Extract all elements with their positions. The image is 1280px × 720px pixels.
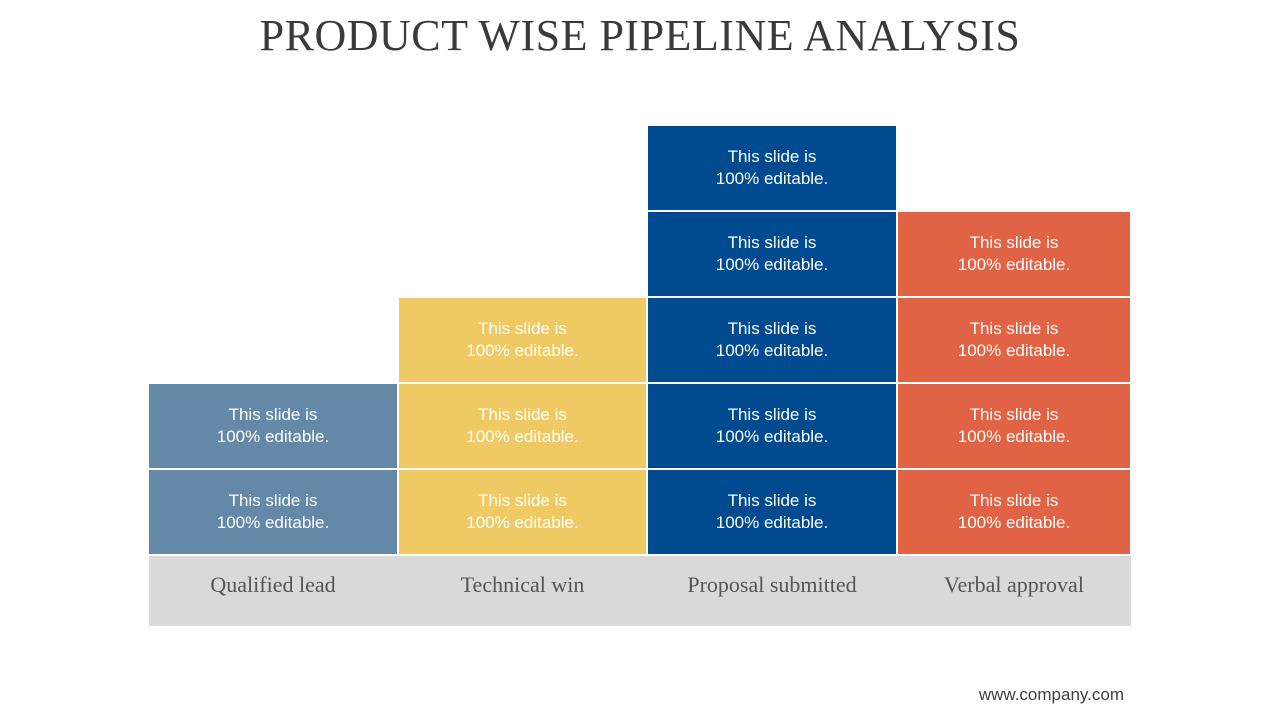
stage-label-bar: [149, 556, 1131, 626]
pipeline-block: This slide is 100% editable.: [648, 384, 896, 468]
pipeline-block: This slide is 100% editable.: [648, 470, 896, 554]
pipeline-block: This slide is 100% editable.: [898, 470, 1130, 554]
pipeline-block: This slide is 100% editable.: [648, 298, 896, 382]
stage-label: Proposal submitted: [687, 572, 857, 597]
pipeline-block: This slide is 100% editable.: [399, 470, 646, 554]
footer-url: www.company.com: [978, 685, 1124, 704]
stage-label: Technical win: [460, 572, 585, 597]
pipeline-block: This slide is 100% editable.: [648, 126, 896, 210]
stage-label: Verbal approval: [944, 572, 1084, 597]
page-title: PRODUCT WISE PIPELINE ANALYSIS: [259, 11, 1021, 60]
pipeline-block: This slide is 100% editable.: [648, 212, 896, 296]
pipeline-block: This slide is 100% editable.: [149, 384, 397, 468]
stage-label: Qualified lead: [210, 572, 336, 597]
pipeline-block: This slide is 100% editable.: [399, 384, 646, 468]
pipeline-block: This slide is 100% editable.: [149, 470, 397, 554]
pipeline-block: This slide is 100% editable.: [898, 298, 1130, 382]
pipeline-block: This slide is 100% editable.: [399, 298, 646, 382]
pipeline-block: This slide is 100% editable.: [898, 212, 1130, 296]
pipeline-block: This slide is 100% editable.: [898, 384, 1130, 468]
